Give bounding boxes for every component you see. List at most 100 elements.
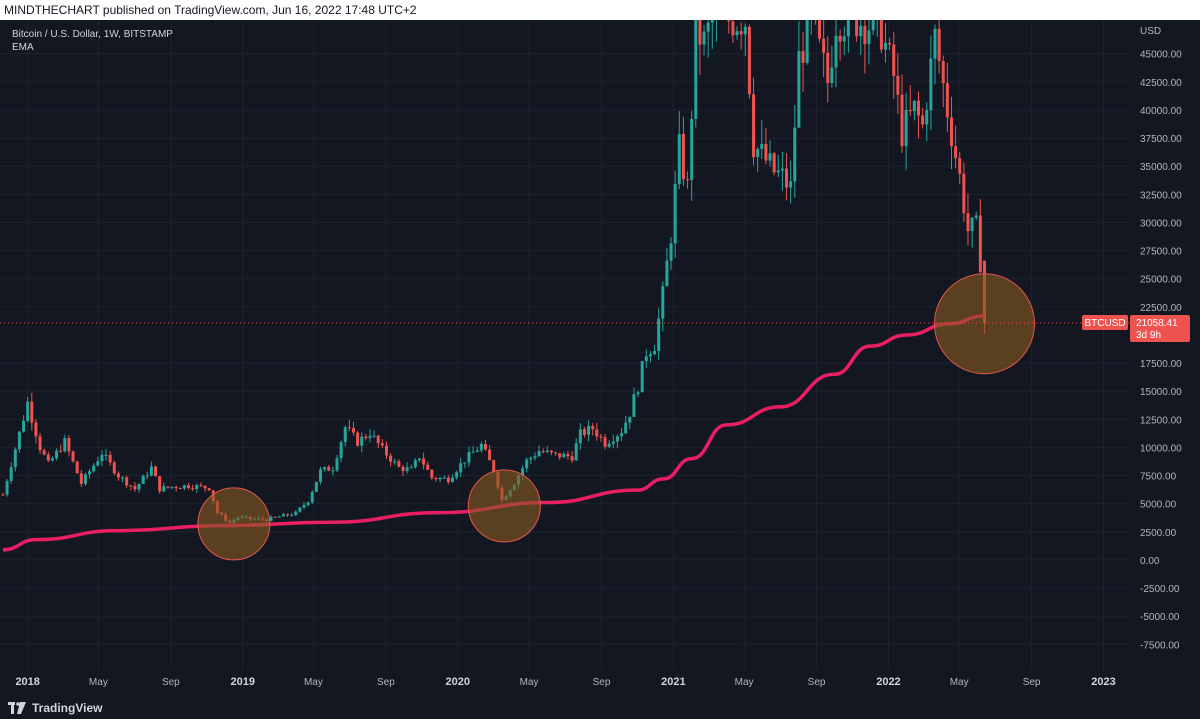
candle-body <box>570 456 574 461</box>
candle-body <box>187 485 191 488</box>
candle <box>26 397 30 423</box>
candle-body <box>133 486 137 490</box>
candle <box>912 100 916 121</box>
candle <box>830 45 834 88</box>
candle-body <box>158 476 162 492</box>
candle-body <box>327 467 331 471</box>
candle <box>286 513 290 518</box>
candle-body <box>286 514 290 516</box>
candle <box>871 20 875 35</box>
candle <box>690 110 694 201</box>
candle <box>79 469 83 487</box>
symbol-title: Bitcoin / U.S. Dollar, 1W, BITSTAMP <box>12 29 173 40</box>
candle <box>599 433 603 442</box>
candle-body <box>483 443 487 450</box>
candle <box>776 155 780 177</box>
candle <box>628 416 632 429</box>
candle-body <box>46 454 50 461</box>
candle-body <box>34 422 38 437</box>
candle-body <box>677 133 681 184</box>
candle-body <box>26 401 30 421</box>
candle-body <box>739 31 743 35</box>
y-tick-label: 30000.00 <box>1140 218 1182 229</box>
candle <box>1 492 5 496</box>
candle <box>17 430 21 453</box>
candle-body <box>611 441 615 444</box>
last-price-value: 21058.41 <box>1136 318 1178 329</box>
candle <box>182 484 186 491</box>
candle <box>67 435 71 457</box>
price-chart[interactable]: USD 45000.00 42500.00 40000.00 37500.00 35000… <box>0 20 1200 696</box>
tradingview-logo-icon <box>8 701 26 714</box>
candle <box>574 437 578 461</box>
candle-body <box>529 457 533 460</box>
candle <box>735 25 739 40</box>
candle-body <box>13 449 17 468</box>
candle-body <box>302 504 306 508</box>
last-price-badge <box>1130 315 1190 343</box>
candle <box>434 476 438 482</box>
candle-body <box>537 451 541 457</box>
candle <box>22 415 26 433</box>
chart-area[interactable]: USD 45000.00 42500.00 40000.00 37500.00 35000… <box>0 20 1200 696</box>
candle <box>566 451 570 460</box>
candle-body <box>545 450 549 452</box>
candle-body <box>116 473 120 478</box>
candle-body <box>603 437 607 447</box>
candle-body <box>966 213 970 232</box>
y-tick-label: -7500.00 <box>1140 640 1180 651</box>
candle <box>154 465 158 477</box>
candle <box>145 471 149 480</box>
candle <box>537 445 541 457</box>
x-tick-label: May <box>520 677 539 688</box>
candle <box>640 360 644 393</box>
candle-body <box>521 468 525 476</box>
candle <box>96 456 100 467</box>
candle-body <box>401 466 405 472</box>
candle <box>780 151 784 191</box>
candle <box>657 308 661 360</box>
candle-body <box>446 477 450 483</box>
candle <box>479 441 483 453</box>
candle-body <box>916 100 920 116</box>
candle <box>306 501 310 507</box>
candle-body <box>199 485 203 487</box>
candle-body <box>974 215 978 218</box>
candle-body <box>669 243 673 261</box>
candle-body <box>941 61 945 84</box>
y-tick-label: 17500.00 <box>1140 359 1182 370</box>
candle <box>945 62 949 132</box>
candle <box>50 456 54 462</box>
candle-body <box>488 449 492 461</box>
candle <box>71 450 75 463</box>
candle <box>743 23 747 57</box>
candle-body <box>801 51 805 63</box>
candle-body <box>273 516 277 518</box>
candle <box>661 281 665 332</box>
candle-body <box>970 217 974 232</box>
candle-body <box>574 443 578 461</box>
y-tick-label: 7500.00 <box>1140 472 1177 483</box>
candle-body <box>904 110 908 147</box>
candle <box>694 20 698 128</box>
candle-body <box>112 462 116 474</box>
candle <box>335 454 339 472</box>
candle <box>55 448 59 461</box>
candle-body <box>426 464 430 470</box>
candle-body <box>154 466 158 477</box>
candle <box>121 476 125 483</box>
candle <box>290 513 294 517</box>
candle <box>805 20 809 65</box>
candle <box>595 422 599 441</box>
candle <box>319 466 323 485</box>
candle-body <box>962 173 966 214</box>
candle-body <box>838 35 842 42</box>
candle-body <box>368 436 372 439</box>
candle <box>925 102 929 142</box>
candle <box>863 20 867 74</box>
x-tick-label: Sep <box>593 677 611 688</box>
x-tick-label: 2018 <box>15 676 39 688</box>
candle-body <box>191 487 195 490</box>
candle-body <box>747 26 751 95</box>
candle <box>195 483 199 493</box>
